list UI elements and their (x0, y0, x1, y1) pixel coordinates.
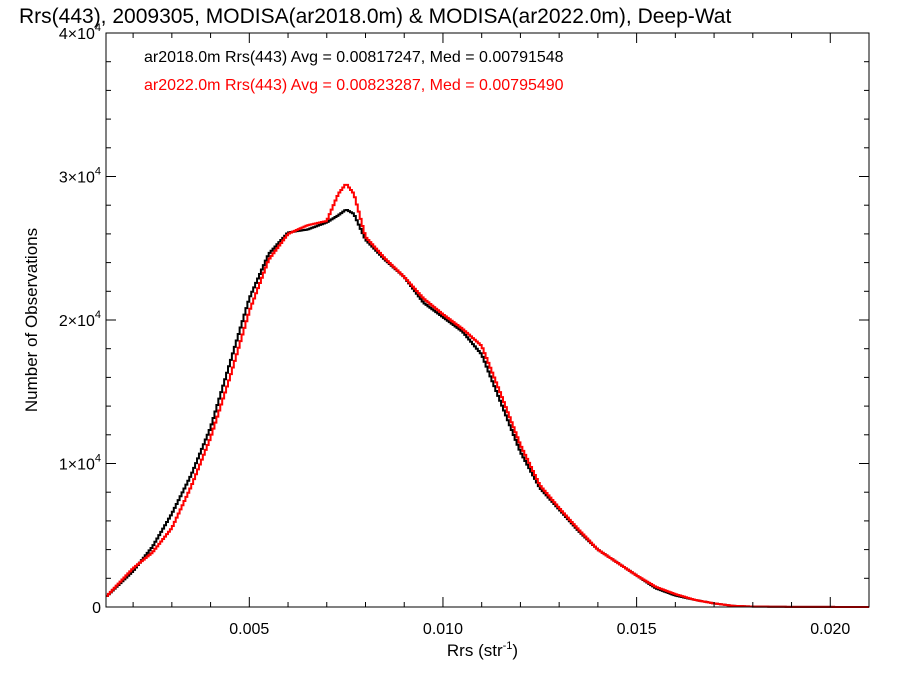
x-tick-label: 0.010 (423, 621, 463, 638)
x-tick-label: 0.005 (229, 621, 269, 638)
x-tick-label: 0.020 (810, 621, 850, 638)
y-tick-label: 2×104 (59, 309, 101, 330)
axes-layer: 0.005 0.010 0.015 0.020 0 1×104 2×104 3×104 4×10… (22, 22, 870, 660)
y-axis-label: Number of Observations (22, 228, 41, 412)
y-tick-label: 1×104 (59, 453, 101, 474)
x-tick-label: 0.015 (617, 621, 657, 638)
x-axis-label: Rrs (str-1) (447, 640, 518, 660)
series-layer (106, 183, 869, 608)
legend: ar2018.0m Rrs(443) Avg = 0.00817247, Med… (144, 49, 564, 94)
series-line-ar2022.0m (106, 183, 869, 608)
legend-entry-ar2018.0m: ar2018.0m Rrs(443) Avg = 0.00817247, Med… (144, 49, 564, 66)
legend-entry-ar2022.0m: ar2022.0m Rrs(443) Avg = 0.00823287, Med… (144, 77, 564, 94)
plot-frame (105, 32, 870, 608)
y-tick-label: 3×104 (59, 166, 101, 187)
y-tick-label: 4×104 (59, 22, 101, 43)
chart-title: Rrs(443), 2009305, MODISA(ar2018.0m) & M… (19, 5, 732, 28)
y-tick-label: 0 (92, 600, 101, 617)
